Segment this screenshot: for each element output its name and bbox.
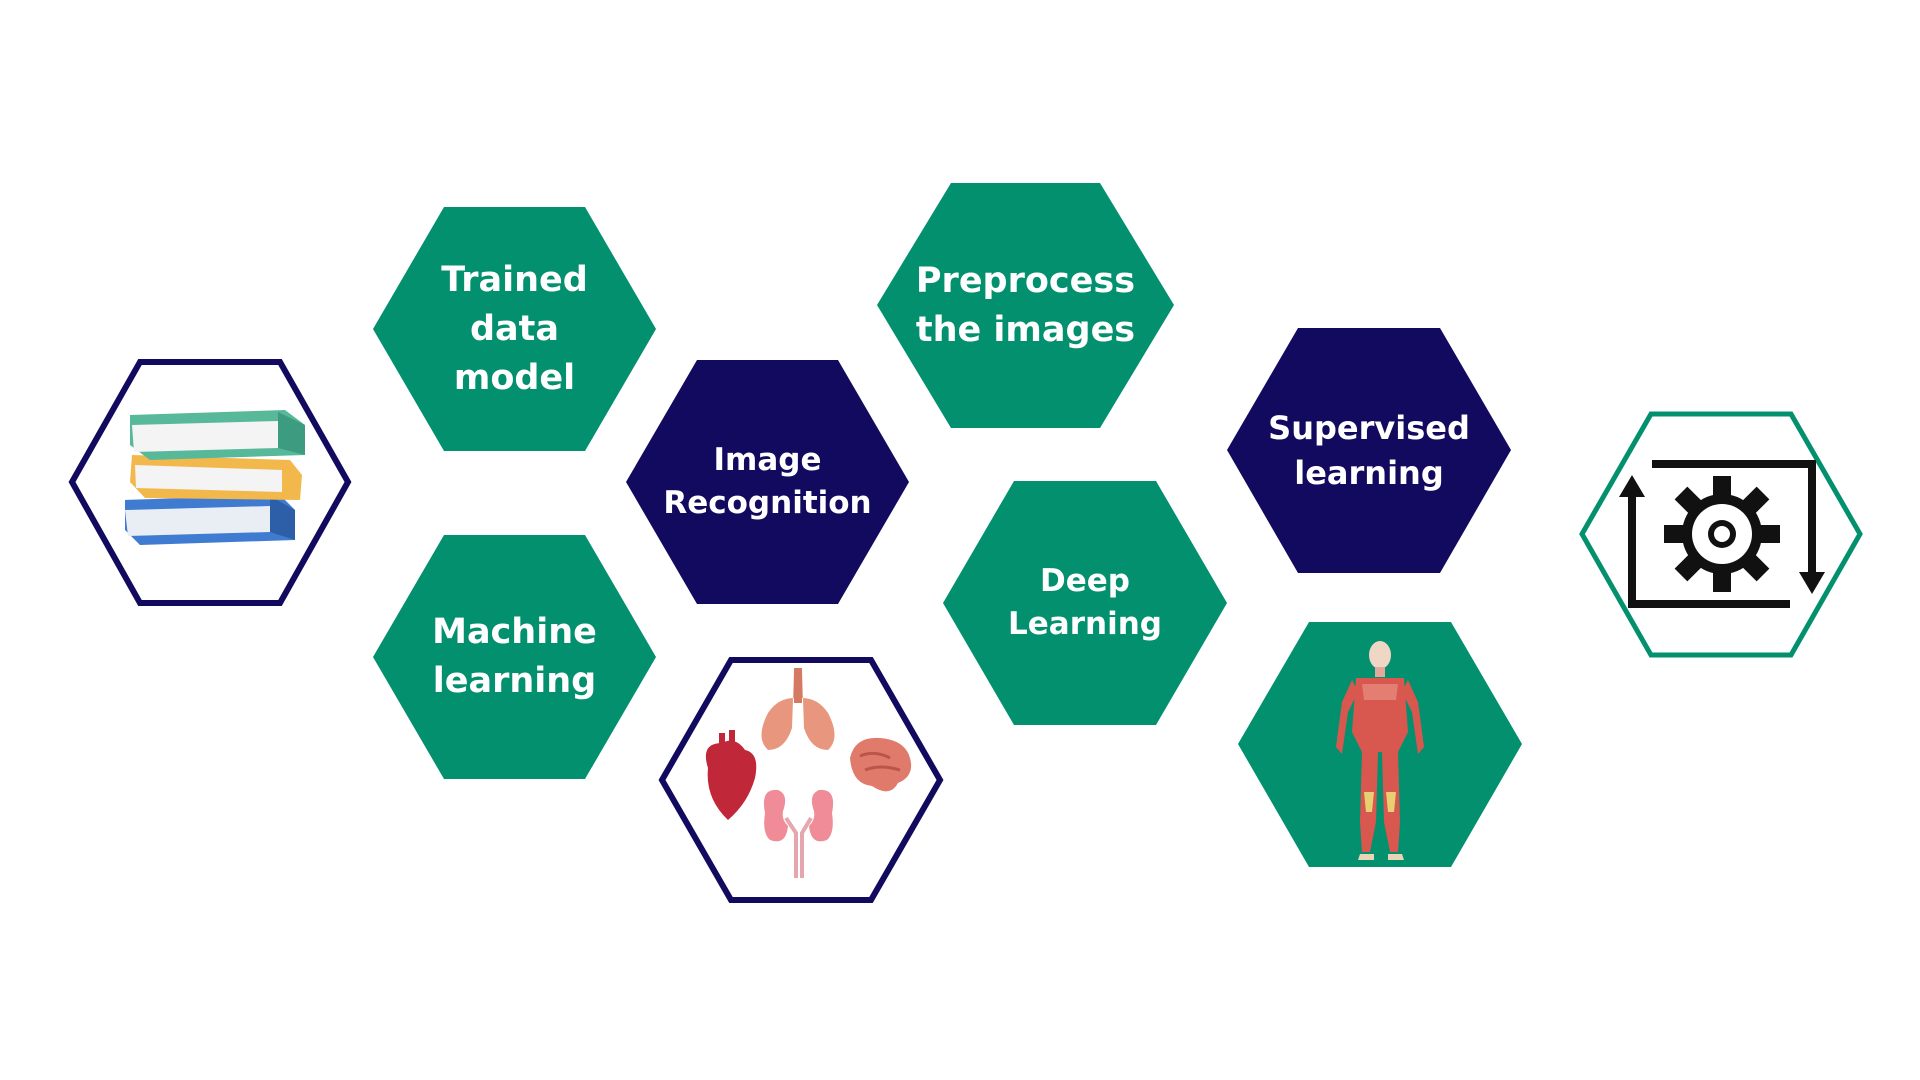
hexagon-shape — [943, 481, 1227, 725]
deep-learning-hexagon: Deep Learning — [943, 481, 1227, 725]
books-icon — [125, 410, 305, 545]
hexagon-label: Image Recognition — [663, 441, 872, 521]
human-anatomy-icon — [1336, 641, 1424, 860]
hexagon-outline — [658, 657, 944, 903]
gear-cycle-hexagon — [1579, 411, 1863, 658]
hexagon-label: Trained data model — [441, 259, 588, 398]
organs-hexagon — [658, 657, 944, 903]
gear-cycle-icon — [1619, 460, 1825, 608]
hexagon-shape — [373, 207, 656, 451]
trained-data-model-hexagon: Trained data model — [373, 207, 656, 451]
hexagon-label: Supervised learning — [1268, 408, 1470, 492]
books-hexagon — [68, 359, 352, 606]
preprocess-images-hexagon: Preprocess the images — [877, 183, 1174, 428]
image-recognition-hexagon: Image Recognition — [626, 360, 909, 604]
machine-learning-hexagon: Machine learning — [373, 535, 656, 779]
hexagon-label: Machine learning — [432, 612, 597, 701]
hexagon-shape — [626, 360, 909, 604]
hexagon-label: Preprocess the images — [915, 260, 1136, 350]
anatomy-hexagon — [1238, 622, 1522, 867]
hexagon-label: Deep Learning — [1008, 562, 1162, 642]
hexagon-shape — [373, 535, 656, 779]
hexagon-shape — [877, 183, 1174, 428]
hexagon-shape — [1227, 328, 1511, 573]
organs-icon — [705, 668, 912, 878]
supervised-learning-hexagon: Supervised learning — [1227, 328, 1511, 573]
